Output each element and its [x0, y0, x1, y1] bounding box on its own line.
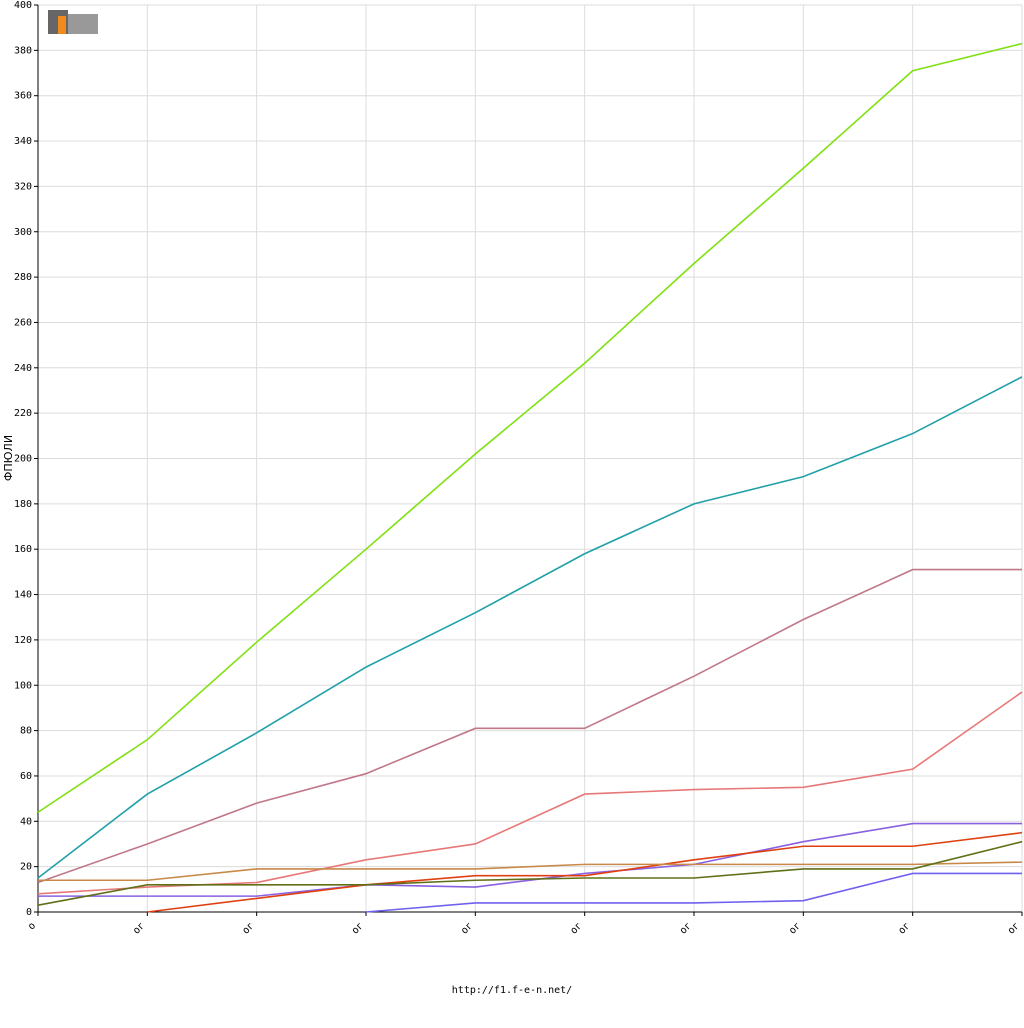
y-tick-label: 200	[14, 454, 32, 465]
y-tick-label: 320	[14, 181, 32, 192]
series-line	[37, 840, 1023, 906]
series-line	[37, 568, 1022, 884]
y-tick-label: 120	[14, 635, 32, 646]
logo-block	[58, 16, 66, 34]
y-tick-label: 280	[14, 272, 32, 283]
series-line	[38, 822, 1022, 897]
x-tick-label: ог	[240, 920, 256, 936]
logo	[48, 10, 98, 34]
y-tick-label: 400	[14, 0, 32, 11]
x-tick-label: ог	[131, 920, 147, 936]
y-tick-label: 380	[14, 45, 32, 56]
y-tick-label: 220	[14, 408, 32, 419]
y-tick-label: 360	[14, 91, 32, 102]
y-tick-label: 140	[14, 590, 32, 601]
y-tick-label: 100	[14, 680, 32, 691]
x-tick-label: ог	[896, 920, 912, 936]
y-tick-label: 0	[26, 907, 32, 918]
x-tick-label: ог	[459, 920, 475, 936]
y-tick-label: 60	[20, 771, 32, 782]
x-tick-label: ог	[787, 920, 803, 936]
x-tick-label: ог	[678, 920, 694, 936]
series-line	[365, 872, 1022, 913]
y-axis-label: ФПЮЛИ	[2, 435, 15, 481]
x-tick-label: о	[26, 920, 38, 932]
series-line	[37, 42, 1023, 813]
x-tick-label: ог	[1006, 920, 1022, 936]
y-tick-label: 20	[20, 862, 32, 873]
logo-block	[68, 14, 98, 34]
series-line	[147, 831, 1023, 913]
y-tick-label: 180	[14, 499, 32, 510]
y-tick-label: 340	[14, 136, 32, 147]
series-line	[38, 861, 1023, 882]
x-tick-label: ог	[568, 920, 584, 936]
y-tick-label: 80	[20, 726, 32, 737]
x-tick-label: ог	[350, 920, 366, 936]
y-tick-label: 300	[14, 227, 32, 238]
series-line	[37, 376, 1023, 879]
y-tick-label: 160	[14, 544, 32, 555]
footer: http://f1.f-e-n.net/	[452, 985, 572, 996]
y-tick-label: 260	[14, 317, 32, 328]
y-tick-label: 40	[20, 816, 32, 827]
y-tick-label: 240	[14, 363, 32, 374]
